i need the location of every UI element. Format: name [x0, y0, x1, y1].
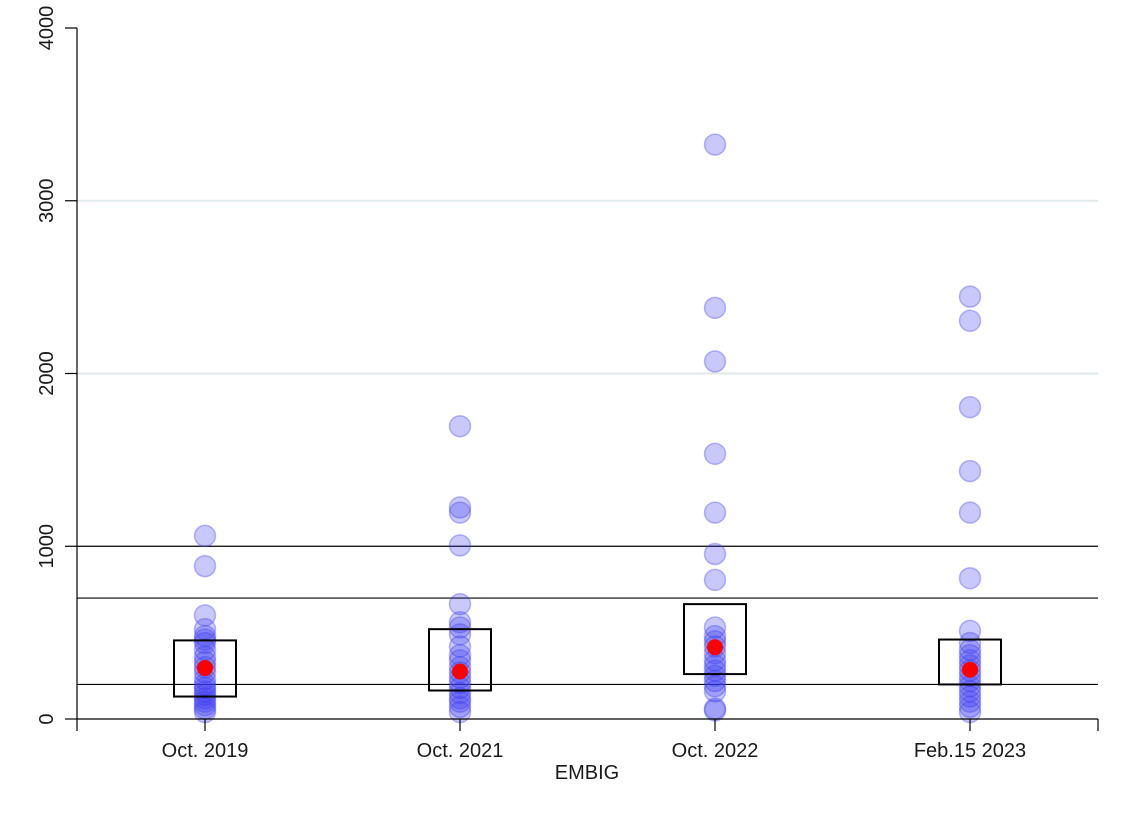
- data-point: [958, 690, 982, 713]
- data-point: [703, 659, 727, 682]
- data-point: [193, 604, 217, 627]
- median-point: [962, 661, 978, 678]
- data-point: [703, 542, 727, 566]
- medians: [197, 639, 978, 680]
- data-point: [958, 459, 982, 483]
- data-point: [193, 683, 217, 707]
- data-point: [958, 695, 982, 719]
- data-point: [448, 534, 472, 557]
- median-point: [452, 663, 468, 680]
- data-point: [448, 611, 472, 634]
- data-point: [448, 414, 472, 438]
- y-tick-label: 3000: [36, 179, 58, 224]
- data-point: [958, 685, 982, 708]
- x-axis-title: EMBIG: [555, 762, 619, 784]
- boxes: [173, 603, 1002, 698]
- data-point: [703, 669, 727, 693]
- data-point: [958, 566, 982, 590]
- data-point: [193, 524, 217, 548]
- data-point: [703, 664, 727, 688]
- data-point: [958, 285, 982, 308]
- y-tick-label: 0: [36, 713, 58, 724]
- data-point: [703, 568, 727, 592]
- data-point: [448, 687, 472, 710]
- grid-layer: [77, 199, 1098, 375]
- data-point: [703, 616, 727, 639]
- x-tick-label: Oct. 2022: [672, 740, 759, 762]
- x-tick-label: Oct. 2019: [162, 740, 249, 762]
- data-point: [448, 592, 472, 616]
- axes: [65, 27, 1099, 731]
- data-point: [193, 676, 217, 700]
- data-point: [958, 309, 982, 333]
- data-point: [448, 681, 472, 705]
- y-tick-label: 1000: [36, 524, 58, 569]
- data-point: [193, 693, 217, 717]
- data-point: [703, 442, 727, 466]
- data-point: [448, 616, 472, 639]
- data-point: [703, 296, 727, 320]
- median-point: [707, 639, 723, 656]
- data-point: [703, 350, 727, 373]
- y-tick-label: 4000: [36, 6, 58, 51]
- data-point: [703, 501, 727, 524]
- x-tick-label: Feb.15 2023: [914, 740, 1026, 762]
- data-point: [448, 501, 472, 524]
- iqr-box: [938, 638, 1002, 686]
- median-point: [197, 660, 213, 677]
- data-point: [958, 631, 982, 655]
- iqr-box: [428, 628, 492, 692]
- x-tick-label: Oct. 2021: [417, 740, 504, 762]
- data-point: [448, 496, 472, 519]
- data-point: [193, 687, 217, 710]
- data-point: [448, 695, 472, 719]
- data-point: [193, 554, 217, 578]
- data-point: [703, 133, 727, 156]
- data-point: [958, 680, 982, 703]
- data-point: [958, 395, 982, 419]
- data-point: [703, 680, 727, 703]
- reference-lines: [77, 545, 1098, 686]
- y-tick-label: 2000: [36, 351, 58, 396]
- data-point: [958, 501, 982, 524]
- data-point: [193, 631, 217, 655]
- data-point: [703, 674, 727, 698]
- iqr-box: [683, 603, 747, 676]
- data-points: [193, 133, 982, 724]
- data-point: [958, 619, 982, 643]
- data-point: [448, 635, 472, 658]
- data-point: [703, 699, 727, 722]
- iqr-box: [173, 639, 237, 698]
